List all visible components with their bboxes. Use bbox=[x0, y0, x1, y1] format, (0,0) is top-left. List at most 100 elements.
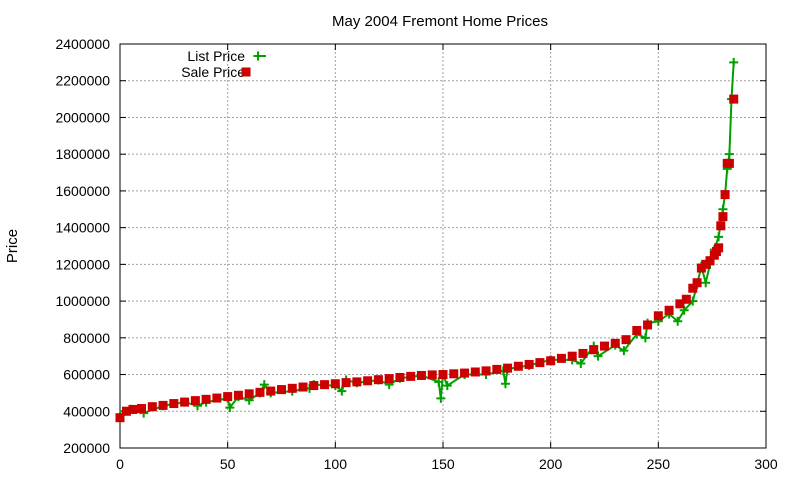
sale-price-point bbox=[692, 278, 702, 288]
y-tick-label: 2400000 bbox=[55, 36, 110, 52]
series-layer bbox=[115, 57, 739, 423]
sale-price-point bbox=[720, 190, 730, 200]
sale-price-point bbox=[567, 351, 577, 361]
sale-price-point bbox=[589, 345, 599, 355]
sale-price-point bbox=[621, 335, 631, 345]
sale-price-point bbox=[460, 368, 470, 378]
y-tick-label: 600000 bbox=[63, 367, 110, 383]
sale-price-point bbox=[513, 361, 523, 371]
y-tick-label: 2200000 bbox=[55, 73, 110, 89]
sale-price-point bbox=[718, 212, 728, 222]
grid-layer bbox=[120, 44, 766, 448]
list-price-point bbox=[442, 381, 452, 391]
sale-price-point bbox=[384, 374, 394, 384]
sale-price-point bbox=[600, 341, 609, 351]
list-price-point bbox=[724, 149, 734, 159]
sale-price-point bbox=[190, 396, 200, 406]
sale-price-point bbox=[121, 406, 131, 416]
list-price-point bbox=[729, 57, 739, 67]
list-price-point bbox=[619, 346, 629, 356]
sale-price-point bbox=[158, 400, 168, 410]
sale-price-point bbox=[492, 364, 502, 374]
sale-price-point bbox=[470, 367, 480, 377]
list-price-point bbox=[436, 393, 446, 403]
sale-price-point bbox=[406, 371, 416, 381]
sale-price-point bbox=[115, 413, 125, 423]
legend-label-sale-price: Sale Price bbox=[181, 64, 245, 80]
sale-price-point bbox=[416, 370, 426, 380]
sale-price-point bbox=[180, 397, 190, 407]
sale-price-point bbox=[449, 369, 459, 379]
list-price-point bbox=[259, 380, 269, 390]
sale-price-point bbox=[610, 338, 620, 348]
sale-price-point bbox=[524, 359, 534, 369]
sale-price-point bbox=[128, 404, 138, 414]
sale-price-point bbox=[233, 390, 243, 400]
sale-price-point bbox=[287, 383, 297, 393]
y-tick-label: 2000000 bbox=[55, 109, 110, 125]
sale-price-point bbox=[481, 366, 491, 376]
x-tick-label: 200 bbox=[539, 456, 563, 472]
sale-price-point bbox=[681, 294, 691, 304]
sale-price-point bbox=[675, 299, 685, 309]
y-tick-label: 1000000 bbox=[55, 293, 110, 309]
legend-marker-sale-price bbox=[241, 67, 251, 77]
chart-title: May 2004 Fremont Home Prices bbox=[332, 13, 548, 30]
sale-price-point bbox=[277, 385, 286, 395]
list-price-point bbox=[576, 359, 586, 369]
sale-price-point bbox=[309, 381, 319, 391]
list-price-point bbox=[337, 386, 347, 396]
sale-price-point bbox=[266, 386, 276, 396]
x-tick-label: 50 bbox=[220, 456, 236, 472]
sale-price-point bbox=[714, 243, 724, 253]
y-tick-label: 1600000 bbox=[55, 183, 110, 199]
y-tick-label: 1200000 bbox=[55, 256, 110, 272]
legend-label-list-price: List Price bbox=[187, 48, 245, 64]
list-price-point bbox=[500, 379, 510, 389]
legend-marker-list-price bbox=[253, 51, 263, 61]
sale-price-point bbox=[373, 375, 383, 385]
x-tick-label: 100 bbox=[324, 456, 348, 472]
y-tick-label: 200000 bbox=[63, 440, 110, 456]
x-tick-label: 300 bbox=[754, 456, 778, 472]
sale-price-point bbox=[137, 404, 147, 414]
sale-price-point bbox=[352, 377, 362, 387]
sale-price-point bbox=[716, 221, 726, 231]
sale-price-point bbox=[578, 348, 588, 358]
y-tick-label: 1400000 bbox=[55, 220, 110, 236]
sale-price-point bbox=[201, 394, 211, 404]
sale-price-point bbox=[427, 370, 437, 380]
sale-price-point bbox=[643, 320, 653, 330]
sale-price-point bbox=[546, 356, 556, 366]
sale-price-point bbox=[438, 370, 448, 380]
sale-price-point bbox=[729, 94, 739, 104]
sale-price-point bbox=[395, 372, 405, 382]
sale-price-point bbox=[169, 399, 179, 409]
sale-price-point bbox=[244, 389, 254, 399]
sale-price-point bbox=[320, 380, 330, 390]
list-price-point bbox=[701, 278, 711, 288]
sale-price-point bbox=[341, 378, 351, 388]
sale-price-point bbox=[535, 358, 545, 368]
sale-price-point bbox=[223, 392, 233, 402]
y-axis-label: Price bbox=[4, 229, 21, 263]
x-tick-label: 0 bbox=[116, 456, 124, 472]
sale-price-point bbox=[363, 376, 373, 386]
x-tick-label: 150 bbox=[431, 456, 455, 472]
sale-price-point bbox=[330, 379, 340, 389]
sale-price-point bbox=[298, 382, 308, 392]
y-tick-label: 400000 bbox=[63, 403, 110, 419]
sale-price-point bbox=[632, 325, 642, 335]
sale-price-point bbox=[255, 387, 265, 397]
x-tick-label: 250 bbox=[647, 456, 671, 472]
list-price-point bbox=[225, 403, 235, 413]
y-tick-label: 1800000 bbox=[55, 146, 110, 162]
sale-price-point bbox=[664, 305, 674, 315]
list-price-point bbox=[714, 232, 724, 242]
list-price-line bbox=[119, 62, 735, 418]
sale-price-point bbox=[688, 283, 698, 293]
list-price-point bbox=[673, 316, 683, 326]
